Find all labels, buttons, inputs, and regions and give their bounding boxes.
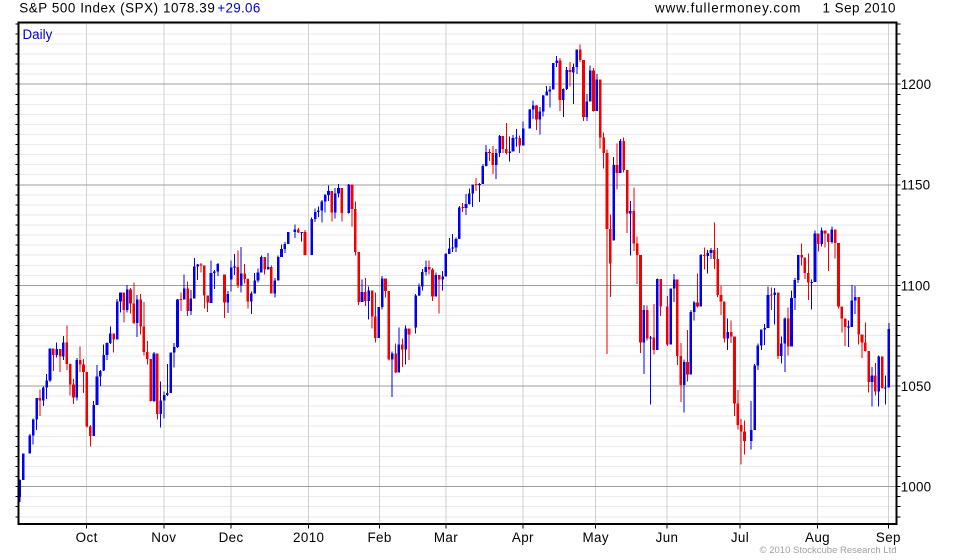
svg-text:May: May: [582, 530, 609, 545]
svg-text:Sep: Sep: [876, 530, 901, 545]
svg-text:Oct: Oct: [76, 530, 98, 545]
svg-text:© 2010 Stockcube Research Ltd: © 2010 Stockcube Research Ltd: [760, 545, 897, 556]
svg-text:Mar: Mar: [434, 530, 458, 545]
svg-text:Jul: Jul: [731, 530, 749, 545]
svg-text:1200: 1200: [901, 77, 932, 92]
svg-text:1 Sep 2010: 1 Sep 2010: [823, 0, 897, 15]
svg-text:1000: 1000: [901, 480, 932, 495]
svg-text:Aug: Aug: [805, 530, 830, 545]
svg-text:1100: 1100: [901, 278, 931, 293]
svg-text:Daily: Daily: [23, 27, 53, 42]
svg-text:Dec: Dec: [219, 530, 244, 545]
svg-text:Feb: Feb: [367, 530, 391, 545]
svg-text:1150: 1150: [901, 178, 931, 193]
svg-text:1050: 1050: [901, 379, 932, 394]
svg-text:S&P 500 Index (SPX) 1078.39: S&P 500 Index (SPX) 1078.39: [19, 0, 215, 15]
svg-text:Jun: Jun: [656, 530, 679, 545]
svg-text:Apr: Apr: [512, 530, 534, 545]
svg-text:2010: 2010: [293, 530, 324, 545]
svg-text:www.fullermoney.com: www.fullermoney.com: [654, 0, 801, 15]
svg-text:Nov: Nov: [151, 530, 176, 545]
svg-text:+29.06: +29.06: [217, 0, 260, 15]
